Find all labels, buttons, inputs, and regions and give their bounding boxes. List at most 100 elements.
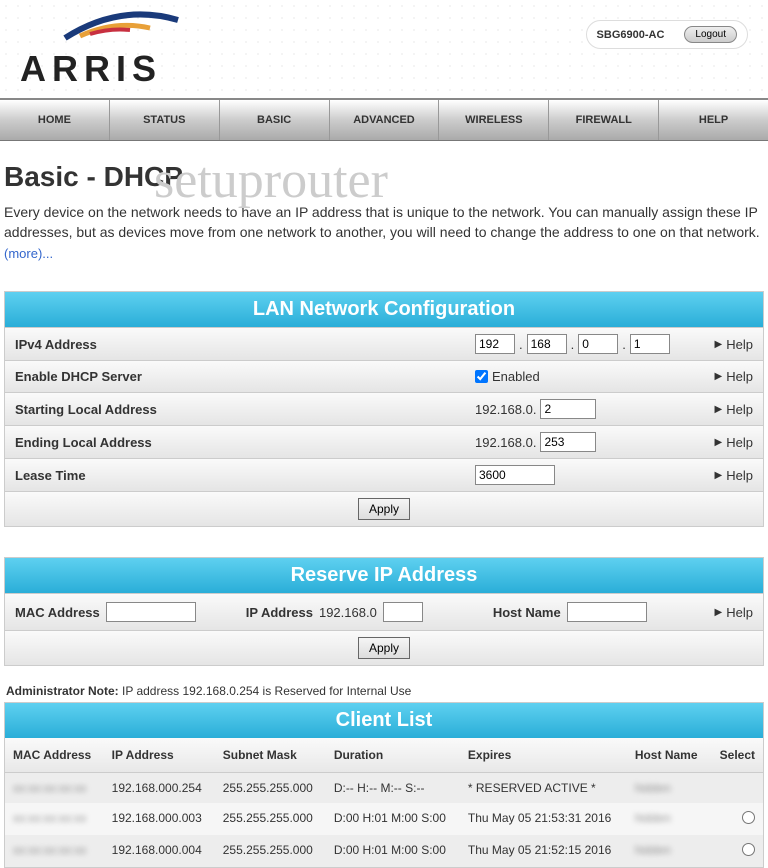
cell-mask: 255.255.255.000 — [215, 773, 326, 804]
admin-note-text: IP address 192.168.0.254 is Reserved for… — [119, 684, 412, 698]
model-badge: SBG6900-AC Logout — [586, 20, 748, 49]
dhcp-enabled-text: Enabled — [492, 369, 540, 384]
lease-help[interactable]: ▶Help — [715, 468, 753, 483]
arrow-icon: ▶ — [715, 371, 723, 382]
reserve-action-row: Apply — [5, 630, 763, 665]
ipv4-octet-2[interactable] — [527, 334, 567, 354]
table-row: xx:xx:xx:xx:xx 192.168.000.254 255.255.2… — [5, 773, 763, 804]
lan-section: LAN Network Configuration IPv4 Address .… — [4, 291, 764, 527]
end-addr-row: Ending Local Address 192.168.0. ▶Help — [5, 425, 763, 458]
model-text: SBG6900-AC — [597, 29, 665, 41]
dhcp-checkbox[interactable] — [475, 370, 488, 383]
reserve-apply-button[interactable]: Apply — [358, 637, 410, 659]
reserve-mac-input[interactable] — [106, 602, 196, 622]
cell-expires: * RESERVED ACTIVE * — [460, 773, 627, 804]
select-radio[interactable] — [742, 811, 755, 824]
main-content: Basic - DHCP setuprouter Every device on… — [0, 161, 768, 868]
arrow-icon: ▶ — [715, 404, 723, 415]
col-select: Select — [709, 738, 763, 773]
end-prefix: 192.168.0. — [475, 435, 536, 450]
cell-expires: Thu May 05 21:53:31 2016 — [460, 803, 627, 835]
client-section: Client List MAC Address IP Address Subne… — [4, 702, 764, 868]
ipv4-octet-3[interactable] — [578, 334, 618, 354]
reserve-host-group: Host Name — [493, 602, 647, 622]
ipv4-octet-4[interactable] — [630, 334, 670, 354]
cell-expires: Thu May 05 21:52:15 2016 — [460, 835, 627, 867]
cell-mask: 255.255.255.000 — [215, 835, 326, 867]
cell-select — [709, 773, 763, 804]
dhcp-value: Enabled — [475, 369, 715, 384]
cell-duration: D:00 H:01 M:00 S:00 — [326, 803, 460, 835]
cell-duration: D:-- H:-- M:-- S:-- — [326, 773, 460, 804]
cell-mac: xx:xx:xx:xx:xx — [5, 803, 104, 835]
cell-host: hidden — [627, 803, 709, 835]
end-label: Ending Local Address — [15, 435, 475, 450]
col-mac: MAC Address — [5, 738, 104, 773]
reserve-ip-input[interactable] — [383, 602, 423, 622]
arrow-icon: ▶ — [715, 607, 723, 618]
dhcp-label: Enable DHCP Server — [15, 369, 475, 384]
reserve-mac-group: MAC Address — [15, 602, 196, 622]
title-row: Basic - DHCP setuprouter — [4, 161, 764, 193]
start-label: Starting Local Address — [15, 402, 475, 417]
dhcp-help[interactable]: ▶Help — [715, 369, 753, 384]
ipv4-octet-1[interactable] — [475, 334, 515, 354]
col-mask: Subnet Mask — [215, 738, 326, 773]
reserve-ip-group: IP Address 192.168.0 — [246, 602, 423, 622]
page-header: ARRIS SBG6900-AC Logout — [0, 0, 768, 100]
nav-advanced[interactable]: ADVANCED — [330, 100, 440, 140]
arrow-icon: ▶ — [715, 470, 723, 481]
cell-ip: 192.168.000.004 — [104, 835, 215, 867]
admin-note: Administrator Note: IP address 192.168.0… — [4, 684, 764, 698]
lease-label: Lease Time — [15, 468, 475, 483]
col-expires: Expires — [460, 738, 627, 773]
start-help[interactable]: ▶Help — [715, 402, 753, 417]
start-input[interactable] — [540, 399, 596, 419]
cell-ip: 192.168.000.003 — [104, 803, 215, 835]
start-value: 192.168.0. — [475, 399, 715, 419]
client-header: Client List — [5, 703, 763, 738]
reserve-host-label: Host Name — [493, 605, 561, 620]
client-table: MAC Address IP Address Subnet Mask Durat… — [5, 738, 763, 867]
page-title: Basic - DHCP — [4, 161, 764, 193]
nav-basic[interactable]: BASIC — [220, 100, 330, 140]
arrow-icon: ▶ — [715, 437, 723, 448]
nav-firewall[interactable]: FIREWALL — [549, 100, 659, 140]
cell-mac: xx:xx:xx:xx:xx — [5, 773, 104, 804]
lan-action-row: Apply — [5, 491, 763, 526]
col-ip: IP Address — [104, 738, 215, 773]
lan-apply-button[interactable]: Apply — [358, 498, 410, 520]
select-radio[interactable] — [742, 843, 755, 856]
col-duration: Duration — [326, 738, 460, 773]
dhcp-row: Enable DHCP Server Enabled ▶Help — [5, 360, 763, 392]
reserve-mac-label: MAC Address — [15, 605, 100, 620]
end-help[interactable]: ▶Help — [715, 435, 753, 450]
lease-input[interactable] — [475, 465, 555, 485]
logout-button[interactable]: Logout — [684, 26, 737, 43]
brand-logo: ARRIS — [20, 48, 748, 90]
col-host: Host Name — [627, 738, 709, 773]
page-description: Every device on the network needs to hav… — [4, 203, 764, 242]
nav-home[interactable]: HOME — [0, 100, 110, 140]
cell-host: hidden — [627, 835, 709, 867]
cell-duration: D:00 H:01 M:00 S:00 — [326, 835, 460, 867]
nav-status[interactable]: STATUS — [110, 100, 220, 140]
more-link[interactable]: (more)... — [4, 246, 53, 261]
nav-wireless[interactable]: WIRELESS — [439, 100, 549, 140]
lease-value — [475, 465, 715, 485]
ipv4-row: IPv4 Address . . . ▶Help — [5, 327, 763, 360]
cell-mac: xx:xx:xx:xx:xx — [5, 835, 104, 867]
reserve-row: MAC Address IP Address 192.168.0 Host Na… — [5, 593, 763, 630]
table-row: xx:xx:xx:xx:xx 192.168.000.003 255.255.2… — [5, 803, 763, 835]
reserve-ip-label: IP Address — [246, 605, 313, 620]
main-nav: HOME STATUS BASIC ADVANCED WIRELESS FIRE… — [0, 100, 768, 141]
cell-select — [709, 835, 763, 867]
cell-ip: 192.168.000.254 — [104, 773, 215, 804]
reserve-help[interactable]: ▶Help — [715, 605, 753, 620]
ipv4-label: IPv4 Address — [15, 337, 475, 352]
reserve-host-input[interactable] — [567, 602, 647, 622]
end-input[interactable] — [540, 432, 596, 452]
table-row: xx:xx:xx:xx:xx 192.168.000.004 255.255.2… — [5, 835, 763, 867]
nav-help[interactable]: HELP — [659, 100, 768, 140]
ipv4-help[interactable]: ▶Help — [715, 337, 753, 352]
